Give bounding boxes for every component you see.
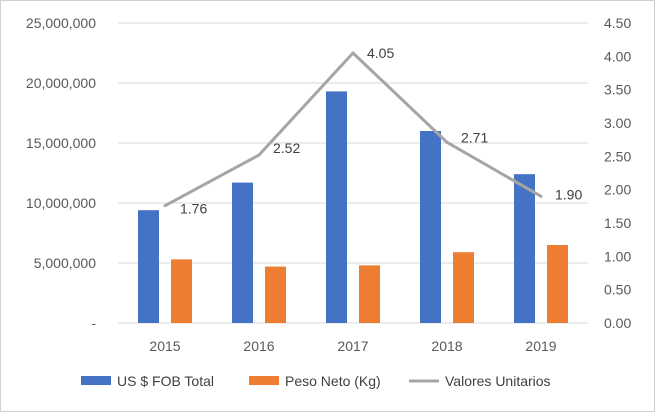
- y2-axis-tick-label: 3.50: [604, 82, 631, 98]
- bar-fob-2018: [420, 131, 441, 323]
- y2-axis-tick-label: 1.00: [604, 248, 631, 264]
- y-axis-tick-label: 25,000,000: [26, 15, 96, 31]
- y2-axis-tick-label: 4.50: [604, 15, 631, 31]
- y2-axis-tick-label: 1.50: [604, 215, 631, 231]
- line-point: [257, 153, 261, 157]
- legend-label: US $ FOB Total: [117, 373, 214, 389]
- y2-axis-tick-label: 0.00: [604, 315, 631, 331]
- legend-swatch: [249, 376, 279, 385]
- y-axis-tick-label: 15,000,000: [26, 135, 96, 151]
- data-label: 2.52: [273, 140, 300, 156]
- x-axis-tick-label: 2017: [337, 338, 368, 354]
- bar-fob-2019: [514, 174, 535, 323]
- y2-axis-tick-label: 0.50: [604, 282, 631, 298]
- y2-axis-tick-label: 2.00: [604, 182, 631, 198]
- data-label: 4.05: [367, 45, 394, 61]
- x-axis-tick-label: 2019: [525, 338, 556, 354]
- x-axis-tick-label: 2016: [243, 338, 274, 354]
- bar-peso-2018: [453, 252, 474, 323]
- bar-fob-2017: [326, 91, 347, 324]
- y2-axis-tick-label: 3.00: [604, 115, 631, 131]
- bar-peso-2017: [359, 265, 380, 323]
- legend-swatch: [81, 376, 111, 385]
- bar-fob-2015: [138, 210, 159, 323]
- legend-label: Valores Unitarios: [445, 373, 551, 389]
- y-axis-tick-label: 20,000,000: [26, 75, 96, 91]
- bar-peso-2019: [547, 245, 568, 323]
- y-axis-tick-label: -: [91, 315, 96, 331]
- data-label: 1.90: [555, 186, 582, 202]
- bar-peso-2016: [265, 266, 286, 323]
- y2-axis-tick-label: 2.50: [604, 148, 631, 164]
- y2-axis-tick-label: 4.00: [604, 48, 631, 64]
- y-axis-tick-label: 10,000,000: [26, 195, 96, 211]
- line-point: [539, 194, 543, 198]
- data-label: 1.76: [180, 201, 207, 217]
- line-point: [163, 204, 167, 208]
- line-point: [351, 51, 355, 55]
- bar-fob-2016: [232, 182, 253, 323]
- legend-label: Peso Neto (Kg): [285, 373, 381, 389]
- bar-peso-2015: [171, 259, 192, 323]
- data-label: 2.71: [461, 129, 488, 145]
- y-axis-tick-label: 5,000,000: [34, 255, 96, 271]
- x-axis-tick-label: 2015: [149, 338, 180, 354]
- x-axis-tick-label: 2018: [431, 338, 462, 354]
- line-point: [445, 140, 449, 144]
